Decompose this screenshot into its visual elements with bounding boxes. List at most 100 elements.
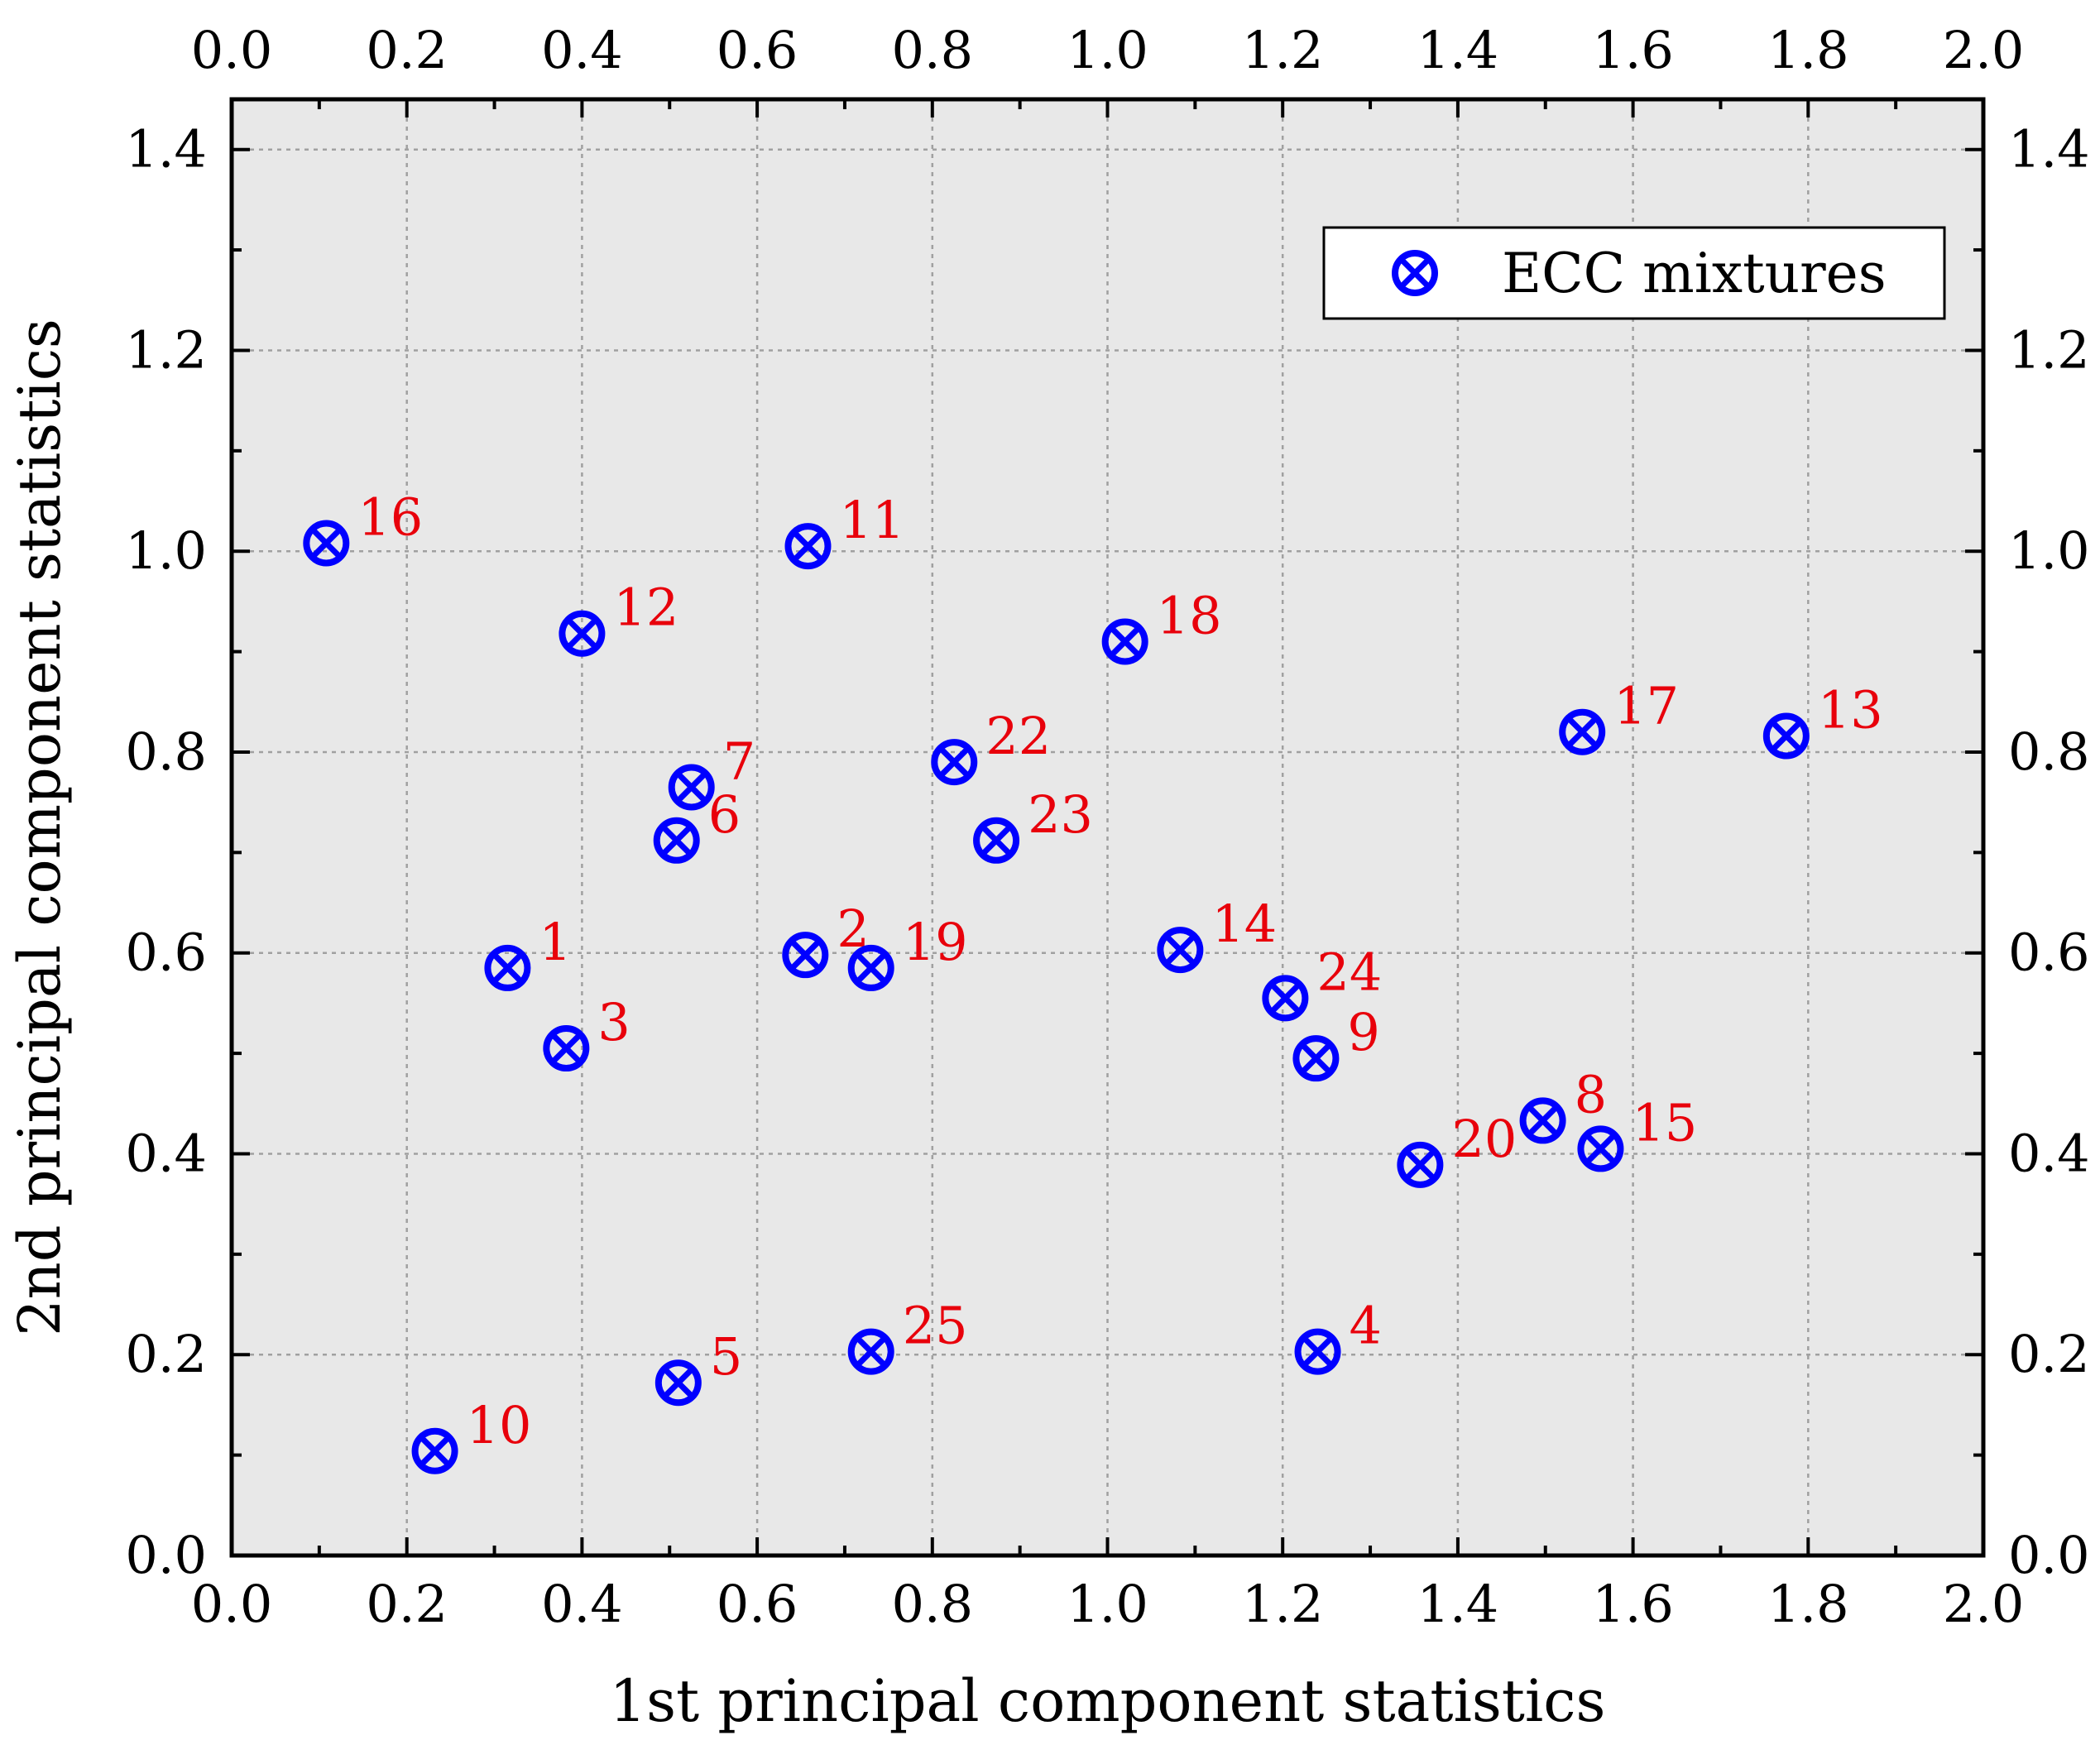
data-point-marker — [668, 764, 715, 811]
x-tick-label-top: 0.6 — [717, 20, 798, 80]
marker-cross-line — [1585, 1133, 1617, 1165]
marker-circle — [1519, 1097, 1566, 1144]
data-point-label: 22 — [985, 706, 1051, 766]
marker-cross-line — [566, 617, 598, 650]
y-tick-label-left: 1.0 — [125, 520, 207, 581]
x-tick-label-bottom: 0.4 — [541, 1574, 623, 1634]
y-tick-label-left: 1.4 — [125, 119, 207, 180]
marker-circle — [782, 932, 829, 979]
marker-circle — [1294, 1328, 1341, 1375]
marker-circle — [1262, 975, 1309, 1022]
marker-circle — [1559, 708, 1606, 755]
marker-cross-line — [1164, 933, 1196, 966]
data-point-label: 10 — [467, 1395, 532, 1455]
marker-circle — [559, 610, 606, 657]
y-tick-label-right: 0.6 — [2008, 923, 2090, 983]
x-tick-label-bottom: 1.6 — [1592, 1574, 1674, 1634]
x-tick-label-top: 0.2 — [366, 20, 448, 80]
y-tick-label-right: 0.4 — [2008, 1123, 2090, 1183]
data-point-marker — [1262, 975, 1309, 1022]
marker-cross-line — [789, 938, 822, 971]
marker-circle — [847, 1328, 894, 1375]
marker-circle — [1762, 712, 1810, 760]
x-tick-label-top: 0.8 — [891, 20, 973, 80]
legend-marker-circle-x-icon — [1392, 250, 1438, 296]
y-tick-label-right: 0.8 — [2008, 721, 2090, 782]
data-point-label: 1 — [539, 912, 571, 972]
legend-box — [1322, 226, 1946, 320]
data-point-label: 23 — [1028, 784, 1093, 845]
y-axis-title: 2nd principal component statistics — [6, 319, 74, 1336]
legend-entry: ECC mixtures — [1502, 242, 1887, 305]
data-point-label: 7 — [723, 731, 755, 791]
marker-cross-line — [310, 527, 343, 559]
x-tick-label-top: 2.0 — [1943, 20, 2025, 80]
x-tick-label-bottom: 0.6 — [717, 1574, 798, 1634]
data-point-marker — [1397, 1141, 1444, 1188]
data-point-marker — [784, 523, 832, 570]
marker-cross-line — [550, 1032, 583, 1065]
data-point-marker — [1292, 1035, 1340, 1082]
y-tick-label-left: 0.6 — [125, 923, 207, 983]
data-point-marker — [1519, 1097, 1566, 1144]
x-tick-label-top: 1.0 — [1067, 20, 1148, 80]
y-tick-label-right: 0.2 — [2008, 1324, 2090, 1384]
marker-cross-line — [491, 952, 524, 985]
x-tick-label-top: 1.6 — [1592, 20, 1674, 80]
x-tick-label-top: 1.4 — [1417, 20, 1499, 80]
marker-circle — [1157, 927, 1204, 974]
marker-circle — [411, 1427, 458, 1474]
marker-circle — [973, 817, 1020, 864]
x-tick-label-top: 1.8 — [1767, 20, 1849, 80]
marker-cross-line — [855, 952, 887, 985]
data-point-label: 5 — [710, 1326, 742, 1387]
y-tick-label-right: 1.2 — [2008, 319, 2090, 380]
y-tick-label-left: 0.4 — [125, 1123, 207, 1183]
marker-cross-line — [1404, 1148, 1436, 1182]
marker-cross-line — [1770, 720, 1803, 752]
marker-circle — [1292, 1035, 1340, 1082]
axis-ticks: 0.00.00.20.20.40.40.60.60.80.81.01.01.21… — [125, 20, 2089, 1634]
data-point-marker — [1157, 927, 1204, 974]
data-point-marker — [303, 520, 350, 567]
data-point-marker — [1101, 618, 1148, 665]
y-tick-label-left: 0.2 — [125, 1324, 207, 1384]
marker-cross-line — [1300, 1042, 1332, 1075]
y-tick-label-left: 0.0 — [125, 1525, 207, 1585]
data-point-marker — [654, 1359, 702, 1407]
data-point-label: 15 — [1632, 1092, 1697, 1153]
data-point-marker — [847, 944, 894, 991]
data-point-marker — [653, 817, 700, 864]
data-point-marker — [1294, 1328, 1341, 1375]
marker-cross-line — [675, 771, 707, 803]
x-tick-label-bottom: 0.2 — [366, 1574, 448, 1634]
y-tick-label-left: 1.2 — [125, 319, 207, 380]
marker-cross-line — [855, 1335, 887, 1368]
data-point-label: 20 — [1451, 1109, 1517, 1169]
marker-cross-line — [660, 824, 693, 857]
x-tick-label-bottom: 0.0 — [191, 1574, 273, 1634]
x-tick-label-bottom: 1.8 — [1767, 1574, 1849, 1634]
x-tick-label-top: 1.2 — [1242, 20, 1324, 80]
data-point-label: 9 — [1347, 1002, 1379, 1062]
marker-circle — [784, 523, 832, 570]
data-point-label: 13 — [1818, 680, 1883, 741]
marker-cross-line — [1565, 716, 1599, 748]
marker-circle — [653, 817, 700, 864]
y-tick-label-right: 1.4 — [2008, 119, 2090, 180]
x-tick-label-top: 0.0 — [191, 20, 273, 80]
marker-circle — [543, 1025, 590, 1072]
x-tick-label-top: 0.4 — [541, 20, 623, 80]
data-point-marker — [847, 1328, 894, 1375]
marker-circle — [303, 520, 350, 567]
marker-circle — [1101, 618, 1148, 665]
data-point-marker — [543, 1025, 590, 1072]
data-point-label: 4 — [1350, 1296, 1382, 1356]
marker-circle — [484, 944, 531, 991]
marker-cross-line — [980, 824, 1013, 857]
y-tick-label-right: 0.0 — [2008, 1525, 2090, 1585]
marker-cross-line — [662, 1366, 695, 1399]
data-point-label: 24 — [1316, 942, 1382, 1002]
